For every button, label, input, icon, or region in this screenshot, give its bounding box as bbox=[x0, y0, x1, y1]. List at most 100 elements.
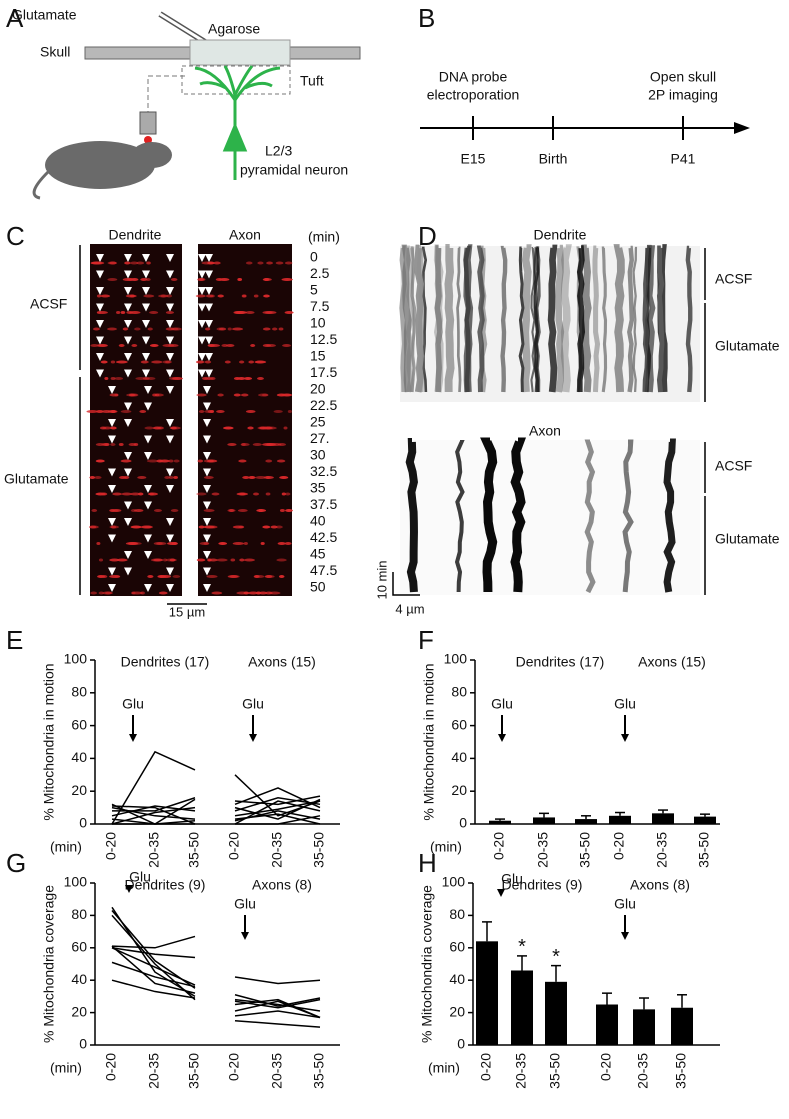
mito bbox=[151, 360, 163, 364]
mito bbox=[265, 459, 273, 463]
neuron bbox=[194, 65, 281, 135]
mito bbox=[169, 426, 181, 430]
mito bbox=[168, 459, 174, 463]
mito bbox=[146, 261, 151, 265]
kymo-stripe bbox=[421, 246, 428, 393]
kymo-stripe bbox=[405, 245, 414, 393]
mito bbox=[168, 344, 179, 347]
marker bbox=[166, 419, 174, 427]
mito bbox=[204, 410, 213, 413]
mito bbox=[262, 443, 274, 446]
time-label: 40 bbox=[310, 513, 326, 529]
y-tick-label: 60 bbox=[451, 716, 467, 732]
event-label: E15 bbox=[461, 151, 486, 167]
mito bbox=[109, 575, 121, 578]
x-tick-label: 35-50 bbox=[673, 1053, 689, 1089]
mito bbox=[282, 344, 291, 347]
sample-line bbox=[235, 815, 321, 825]
mito bbox=[134, 327, 141, 331]
marker bbox=[124, 551, 132, 559]
mito bbox=[198, 410, 205, 413]
x-axis-label: (min) bbox=[428, 1060, 460, 1076]
mito bbox=[234, 311, 246, 314]
marker bbox=[142, 287, 150, 295]
mito bbox=[262, 344, 271, 347]
mito bbox=[257, 261, 264, 265]
mito bbox=[165, 558, 177, 562]
mito bbox=[275, 525, 283, 529]
x-tick-label: 35-50 bbox=[696, 832, 712, 868]
y-tick-label: 60 bbox=[449, 939, 465, 955]
time-label: 42.5 bbox=[310, 529, 337, 545]
mito bbox=[203, 476, 214, 479]
x-tick-label: 20-35 bbox=[535, 832, 551, 868]
mito bbox=[248, 360, 255, 364]
marker bbox=[166, 353, 174, 361]
marker bbox=[124, 270, 132, 279]
mito bbox=[232, 525, 244, 529]
mito bbox=[264, 426, 277, 430]
marker bbox=[108, 518, 116, 526]
marker bbox=[96, 254, 104, 262]
axon-kymograph bbox=[400, 440, 700, 595]
mito bbox=[196, 393, 207, 397]
mito bbox=[131, 393, 139, 397]
mito bbox=[262, 311, 273, 314]
mito bbox=[124, 261, 131, 265]
mito bbox=[205, 294, 214, 298]
marker bbox=[124, 353, 132, 361]
mito bbox=[263, 278, 270, 281]
mito bbox=[120, 311, 126, 314]
group-label: Axons (15) bbox=[638, 654, 706, 670]
panel-letter: F bbox=[418, 625, 434, 655]
y-tick-label: 20 bbox=[71, 1003, 87, 1019]
mito bbox=[145, 377, 156, 380]
marker bbox=[203, 386, 211, 394]
mito bbox=[207, 525, 218, 529]
mito bbox=[284, 261, 293, 265]
mito bbox=[95, 492, 106, 496]
mito bbox=[272, 327, 278, 331]
label: ACSF bbox=[715, 458, 752, 474]
marker bbox=[144, 501, 152, 510]
marker bbox=[124, 518, 132, 526]
mito bbox=[104, 443, 110, 446]
mito bbox=[204, 360, 212, 364]
marker bbox=[108, 567, 116, 576]
mito bbox=[94, 476, 102, 479]
mito bbox=[140, 525, 152, 529]
mito bbox=[95, 443, 105, 446]
y-tick-label: 40 bbox=[449, 971, 465, 987]
mito bbox=[230, 558, 236, 562]
sample-line bbox=[234, 787, 321, 809]
bar bbox=[596, 1004, 618, 1045]
event-text: DNA probe bbox=[439, 69, 508, 85]
mito bbox=[147, 575, 154, 578]
mito bbox=[227, 575, 239, 578]
mito bbox=[231, 327, 244, 331]
marker bbox=[124, 402, 132, 411]
mito bbox=[248, 476, 255, 479]
mito bbox=[165, 311, 175, 314]
light-path bbox=[147, 75, 185, 112]
mito bbox=[159, 575, 172, 578]
mito bbox=[258, 591, 268, 595]
bar bbox=[545, 981, 567, 1045]
marker bbox=[166, 485, 174, 493]
marker bbox=[142, 353, 150, 361]
annotation-arrow bbox=[621, 932, 629, 940]
mito bbox=[206, 575, 218, 578]
y-tick-label: 0 bbox=[459, 815, 467, 831]
mito bbox=[130, 525, 142, 529]
marker bbox=[203, 402, 211, 411]
annotation-arrow bbox=[621, 734, 629, 742]
mito bbox=[112, 492, 122, 496]
time-label: 45 bbox=[310, 546, 326, 562]
mito bbox=[254, 575, 265, 578]
sample-line bbox=[234, 798, 321, 820]
marker bbox=[203, 485, 211, 493]
mito bbox=[96, 294, 102, 298]
x-tick-label: 0-20 bbox=[611, 832, 627, 860]
mito bbox=[147, 327, 153, 331]
label: ACSF bbox=[715, 271, 752, 287]
